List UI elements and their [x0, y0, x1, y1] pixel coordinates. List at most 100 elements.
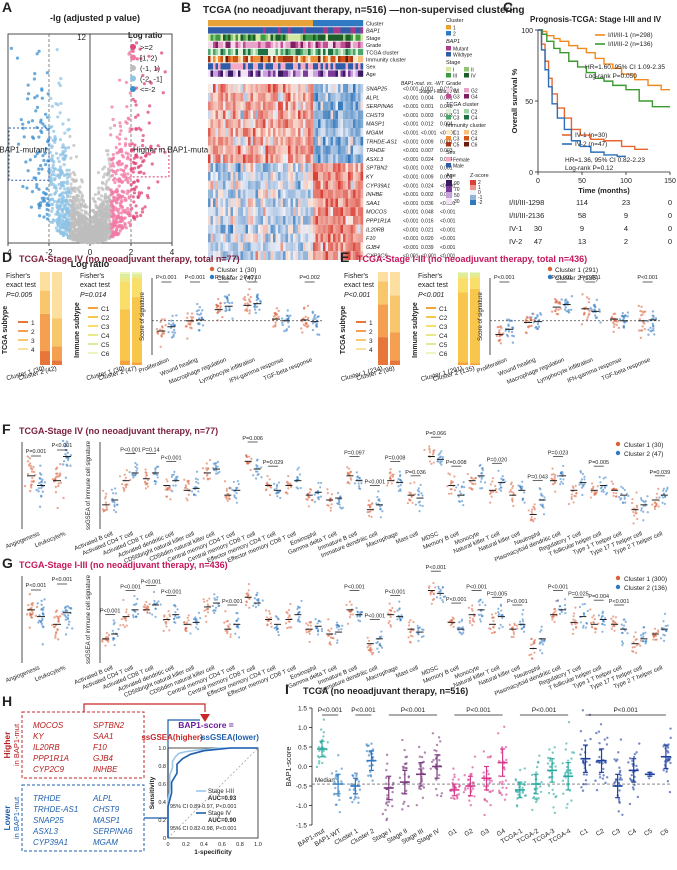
- signature-point: [186, 312, 188, 314]
- heatmap-cell: [261, 225, 264, 234]
- annotation-cell: [216, 34, 219, 40]
- immune-point: [397, 485, 399, 487]
- volcano-point: [20, 118, 23, 121]
- heatmap-cell: [311, 225, 314, 234]
- annotation-cell: [233, 27, 236, 33]
- heatmap-cell: [221, 84, 224, 93]
- annotation-cell: [323, 20, 326, 26]
- annotation-cell: [298, 49, 301, 55]
- immune-point: [369, 510, 371, 512]
- annotation-cell: [346, 27, 349, 33]
- heatmap-cell: [308, 181, 311, 190]
- legend-label: Cluster 2 (135): [555, 275, 598, 282]
- annotation-cell: [268, 49, 271, 55]
- heatmap-cell: [251, 172, 254, 181]
- heatmap-cell: [231, 146, 234, 155]
- volcano-point: [129, 208, 132, 211]
- immune-point: [126, 484, 128, 486]
- volcano-point: [37, 135, 40, 138]
- immune-point: [266, 482, 268, 484]
- immune-point: [359, 488, 361, 490]
- heatmap-cell: [333, 172, 336, 181]
- heatmap-cell: [256, 207, 259, 216]
- volcano-point: [74, 204, 77, 207]
- p-value: <0.001: [440, 245, 456, 251]
- p-value: <0.001: [403, 87, 419, 93]
- heatmap-cell: [208, 190, 211, 199]
- stacked-bar-segment: [120, 272, 130, 274]
- annotation-cell: [303, 20, 306, 26]
- heatmap-cell: [361, 119, 364, 128]
- immune-point: [331, 493, 333, 495]
- heatmap-cell: [263, 251, 266, 260]
- annotation-cell: [303, 42, 306, 48]
- heatmap-cell: [276, 163, 279, 172]
- volcano-point: [93, 216, 96, 219]
- immune-point: [299, 473, 301, 475]
- heatmap-cell: [268, 128, 271, 137]
- heatmap-cell: [356, 110, 359, 119]
- heatmap-cell: [356, 137, 359, 146]
- heatmap-cell: [216, 225, 219, 234]
- annotation-cell: [351, 56, 354, 62]
- heatmap-cell: [313, 216, 316, 225]
- heatmap-cell: [298, 190, 301, 199]
- volcano-point: [118, 137, 121, 140]
- heatmap-cell: [313, 190, 316, 199]
- heatmap-cell: [238, 84, 241, 93]
- volcano-point: [65, 233, 68, 236]
- heatmap-cell: [246, 207, 249, 216]
- heatmap-cell: [238, 110, 241, 119]
- annotation-cell: [286, 34, 289, 40]
- immune-point: [27, 460, 29, 462]
- heatmap-cell: [293, 119, 296, 128]
- heatmap-cell: [311, 146, 314, 155]
- heatmap-cell: [268, 234, 271, 243]
- annotation-cell: [293, 34, 296, 40]
- signature-point: [618, 327, 620, 329]
- stacked-bar-segment: [120, 281, 130, 309]
- heatmap-cell: [241, 119, 244, 128]
- immune-point: [172, 484, 174, 486]
- volcano-point: [40, 168, 43, 171]
- volcano-point: [63, 187, 66, 190]
- heatmap-cell: [361, 102, 364, 111]
- immune-point: [42, 491, 44, 493]
- annotation-cell: [361, 20, 364, 26]
- heatmap-cell: [273, 242, 276, 251]
- p-value: <0.001: [403, 131, 419, 137]
- legend-swatch: [464, 73, 469, 78]
- annotation-cell: [216, 56, 219, 62]
- annotation-cell: [358, 42, 361, 48]
- annotation-cell: [243, 27, 246, 33]
- heatmap-cell: [213, 163, 216, 172]
- heatmap-cell: [243, 207, 246, 216]
- heatmap-cell: [273, 207, 276, 216]
- annotation-cell: [353, 70, 356, 76]
- heatmap-cell: [293, 154, 296, 163]
- heatmap-cell: [331, 242, 334, 251]
- annotation-cell: [243, 70, 246, 76]
- heatmap-cell: [258, 207, 261, 216]
- legend-swatch: [446, 109, 451, 114]
- heatmap-cell: [318, 216, 321, 225]
- annotation-cell: [306, 20, 309, 26]
- signature-point: [588, 314, 590, 316]
- signature-point: [530, 316, 532, 318]
- heatmap-cell: [253, 198, 256, 207]
- annotation-cell: [221, 20, 224, 26]
- volcano-point: [104, 209, 107, 212]
- risk-table-value: 4: [624, 224, 628, 233]
- annotation-cell: [351, 70, 354, 76]
- heatmap-cell: [241, 84, 244, 93]
- heatmap-cell: [233, 128, 236, 137]
- immune-point: [248, 456, 250, 458]
- risk-table-value: 9: [624, 211, 628, 220]
- heatmap-cell: [256, 172, 259, 181]
- heatmap-cell: [328, 234, 331, 243]
- heatmap-cell: [321, 119, 324, 128]
- heatmap-cell: [308, 119, 311, 128]
- annotation-cell: [233, 70, 236, 76]
- immune-point: [186, 488, 188, 490]
- annotation-cell: [323, 27, 326, 33]
